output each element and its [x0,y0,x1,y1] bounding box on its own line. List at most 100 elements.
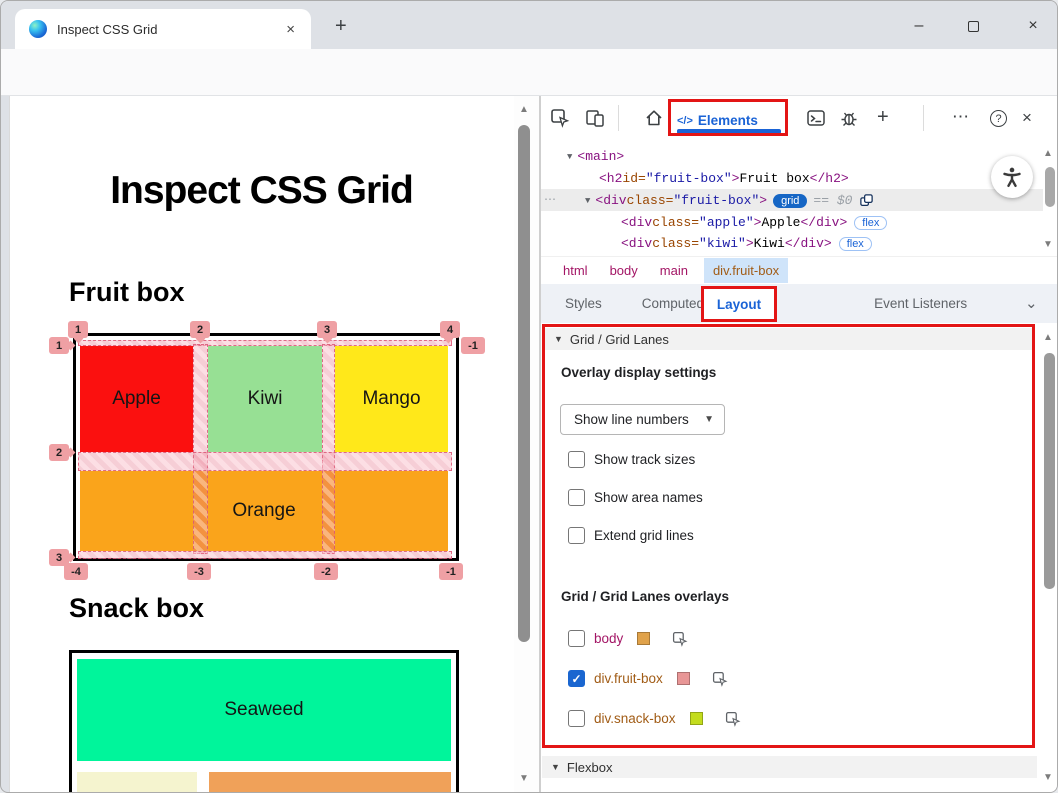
tree-row-apple[interactable]: <div class= "apple" > Apple </div> flex [621,212,888,233]
help-icon[interactable]: ? [990,110,1007,127]
reveal-node-icon[interactable] [672,631,688,647]
new-tab-button[interactable]: + [335,15,347,37]
tab-title: Inspect CSS Grid [57,21,158,37]
checkbox-row-extend-grid-lines[interactable]: Extend grid lines [568,527,694,544]
overlay-display-settings-title: Overlay display settings [561,365,717,380]
fruit-box-overlay-checkbox[interactable]: ✓ [568,670,585,687]
tree-row-fruit-box[interactable]: ▼ <div class= "fruit-box" > grid == $0 [585,190,874,211]
navigation-bar: ← https://microsoftedge.github.io/Demos/… [1,49,1057,138]
tree-scroll-down-arrow[interactable]: ▼ [1043,239,1053,250]
show-area-names-checkbox[interactable] [568,489,585,506]
panel-scroll-down-arrow[interactable]: ▼ [1043,772,1053,783]
source-order-icon[interactable] [859,193,874,208]
tab-close-icon[interactable]: × [286,20,295,38]
overlay-row-fruit-box[interactable]: ✓ div.fruit-box [568,670,728,687]
panel-scrollbar-thumb[interactable] [1044,353,1055,589]
dropdown-arrow-icon: ▼ [704,414,714,425]
flex-badge[interactable]: flex [854,215,888,230]
reveal-node-icon[interactable] [725,711,741,727]
devtools-divider[interactable] [539,96,541,792]
tree-scrollbar-thumb[interactable] [1045,167,1055,207]
elements-tab-label: Elements [697,113,758,128]
extend-grid-lines-checkbox[interactable] [568,527,585,544]
tree-scroll-up-arrow[interactable]: ▲ [1043,148,1053,159]
grid-cell-seaweed: Seaweed [77,659,451,761]
checkbox-row-show-area-names[interactable]: Show area names [568,489,703,506]
accessibility-button[interactable] [991,156,1033,198]
fruit-box-overlay-color-swatch[interactable] [676,672,690,685]
grid-cell-salmon [209,772,451,792]
tab-elements[interactable]: </> Elements [677,113,758,128]
browser-tab[interactable]: Inspect CSS Grid × [15,9,311,49]
devtools-close-icon[interactable]: × [1022,108,1032,127]
grid-cell-apple: Apple [80,346,193,452]
body-overlay-color-swatch[interactable] [637,632,651,645]
grid-badge[interactable]: grid [773,193,808,208]
console-icon[interactable] [806,108,826,128]
overlay-row-body[interactable]: body [568,630,688,647]
flexbox-section-title: Flexbox [566,759,613,775]
code-icon: </> [677,114,693,127]
grid-cell-orange: Orange [80,471,448,551]
breadcrumb: html body main div.fruit-box [541,256,1057,284]
breadcrumb-html[interactable]: html [563,263,588,278]
grid-line-badge-right--1: -1 [461,337,485,354]
panel-scroll-up-arrow[interactable]: ▲ [1043,332,1053,343]
annotation-box-grid-section [542,324,1035,748]
window-maximize-button[interactable] [953,13,993,39]
breadcrumb-body[interactable]: body [609,263,638,278]
more-tools-plus-icon[interactable]: + [877,106,889,128]
reveal-node-icon[interactable] [712,671,728,687]
edge-favicon-icon [29,20,47,38]
accessibility-person-icon [1003,167,1021,188]
grid-line-badge-left-1: 1 [49,337,69,354]
overlay-row-snack-box[interactable]: div.snack-box [568,710,741,727]
flex-badge[interactable]: flex [838,236,872,251]
node-options-gutter[interactable]: ⋯ [544,192,557,206]
grid-line-badge-top-3: 3 [317,321,337,338]
annotation-box-elements-tab [668,99,788,136]
grid-cell-rice [77,772,197,792]
inspect-element-icon[interactable] [550,108,570,128]
tab-styles[interactable]: Styles [565,296,602,311]
devtools-menu-icon[interactable]: ⋯ [952,107,970,126]
expander-icon[interactable]: ▼ [585,195,591,206]
section-flexbox[interactable]: ▼ Flexbox [542,756,1037,778]
device-emulation-icon[interactable] [585,108,605,128]
window-close-button[interactable]: × [1028,17,1038,34]
sidebar-tabs: Styles Computed Event Listeners [541,284,1057,323]
line-numbers-dropdown[interactable]: Show line numbers ▼ [560,404,725,435]
grid-line-badge-bottom--3: -3 [187,563,211,580]
tab-computed[interactable]: Computed [641,296,705,311]
tab-layout[interactable]: Layout [701,286,777,322]
body-overlay-checkbox[interactable] [568,630,585,647]
breadcrumb-div-fruit-box[interactable]: div.fruit-box [703,258,789,283]
grid-line-badge-bottom--4: -4 [64,563,88,580]
tab-event-listeners[interactable]: Event Listeners [874,296,968,311]
checkbox-row-show-track-sizes[interactable]: Show track sizes [568,451,695,468]
show-track-sizes-checkbox[interactable] [568,451,585,468]
chevron-down-icon[interactable]: ⌄ [1025,295,1038,312]
tree-row-kiwi[interactable]: <div class= "kiwi" > Kiwi </div> flex [621,233,872,254]
grid-line-badge-left-2: 2 [49,444,69,461]
grid-overlay-column-gap-2 [322,344,335,554]
scroll-up-arrow[interactable]: ▲ [519,104,529,115]
grid-line-badge-bottom--2: -2 [314,563,338,580]
debug-bug-icon[interactable] [839,108,859,128]
expander-icon[interactable]: ▼ [567,151,573,162]
tree-row-main[interactable]: ▼ <main> [567,149,625,164]
page-scrollbar-thumb[interactable] [518,125,530,642]
snack-box-overlay-color-swatch[interactable] [689,712,703,725]
home-icon[interactable] [644,108,664,128]
tab-strip: Inspect CSS Grid × + – × [1,1,1057,49]
grid-line-badge-top-4: 4 [440,321,460,338]
scroll-down-arrow[interactable]: ▼ [519,773,529,784]
page-title: Inspect CSS Grid [110,169,414,212]
tree-row-h2[interactable]: <h2 id= "fruit-box" > Fruit box </h2> [599,171,849,186]
breadcrumb-main[interactable]: main [659,263,688,278]
window-minimize-button[interactable]: – [914,17,924,34]
section-grid-grid-lanes[interactable]: ▼ Grid / Grid Lanes [545,328,1032,350]
snack-box-overlay-checkbox[interactable] [568,710,585,727]
grid-cell-mango: Mango [335,346,448,452]
